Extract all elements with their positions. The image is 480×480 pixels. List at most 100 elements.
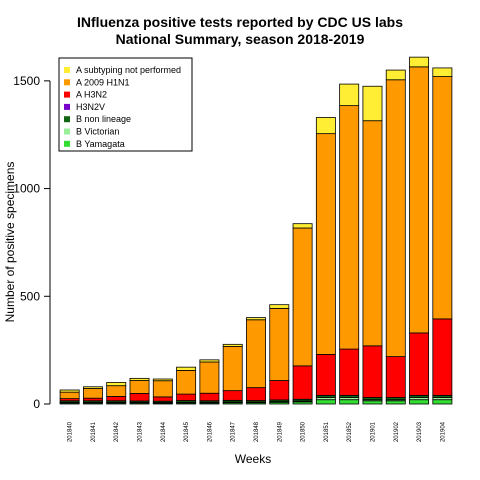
legend-swatch-5 (64, 128, 70, 135)
bar-segment-201903-4 (409, 332, 430, 396)
x-tick-label-201848: 201848 (254, 421, 260, 442)
x-tick-label-201849: 201849 (277, 421, 283, 442)
y-axis-label: Number of positive specimens (3, 162, 17, 323)
bar-segment-201851-6 (315, 117, 336, 135)
legend-swatch-1 (64, 79, 70, 86)
x-tick-label-201851: 201851 (324, 421, 330, 442)
chart-subtitle: National Summary, season 2018-2019 (116, 31, 365, 47)
x-tick-label-201846: 201846 (207, 421, 213, 442)
y-tick-label-1000: 1000 (13, 182, 40, 196)
bar-segment-201850-5 (292, 227, 313, 367)
bar-segment-201903-6 (409, 56, 430, 68)
bar-segment-201847-4 (222, 390, 243, 401)
bar-segment-201903-5 (409, 66, 430, 334)
x-tick-label-201901: 201901 (370, 421, 376, 442)
x-tick-label-201840: 201840 (68, 421, 74, 442)
legend-entry-1: A 2009 H1N1 (76, 77, 130, 87)
bar-segment-201842-6 (106, 382, 127, 387)
bar-segment-201904-4 (432, 318, 453, 396)
x-tick-label-201845: 201845 (184, 421, 190, 442)
bar-segment-201904-6 (432, 67, 453, 77)
bar-segment-201843-4 (129, 393, 150, 402)
bar-segment-201902-5 (385, 79, 406, 357)
bar-segment-201844-5 (152, 380, 173, 398)
legend-entry-0: A subtyping not performed (76, 65, 181, 75)
x-tick-labels: 201840 201841 201842 201843 201844 201845 2018… (68, 421, 447, 442)
bar-segment-201846-5 (199, 361, 220, 394)
bar-segment-201849-6 (269, 304, 290, 309)
bar-segment-201901-5 (362, 120, 383, 347)
chart-title: INfluenza positive tests reported by CDC… (77, 14, 403, 30)
bar-segment-201848-5 (246, 319, 266, 389)
bar-segment-201847-5 (222, 346, 243, 392)
bar-segment-201852-6 (339, 83, 360, 107)
bar-segment-201852-4 (339, 348, 360, 396)
bars-group (59, 56, 453, 405)
legend-swatch-3 (64, 103, 70, 110)
legend-entry-4: B non lineage (76, 114, 131, 124)
legend-entry-2: A H3N2 (76, 90, 107, 100)
legend-swatch-2 (64, 91, 70, 98)
bar-segment-201903-0 (409, 399, 430, 405)
x-tick-label-201844: 201844 (161, 421, 167, 442)
x-tick-label-201902: 201902 (394, 421, 400, 442)
y-tick-label-0: 0 (33, 397, 40, 411)
bar-segment-201904-0 (432, 399, 453, 405)
bar-segment-201840-5 (59, 391, 80, 400)
bar-segment-201851-5 (315, 133, 336, 355)
bar-segment-201843-5 (129, 380, 150, 394)
x-tick-label-201852: 201852 (347, 421, 353, 442)
y-tick-label-1500: 1500 (13, 74, 40, 88)
bar-segment-201842-5 (106, 385, 127, 397)
bar-segment-201851-0 (315, 399, 336, 405)
bar-segment-201852-0 (339, 399, 360, 405)
legend-swatch-6 (64, 140, 70, 147)
x-tick-label-201841: 201841 (91, 421, 97, 442)
y-tick-label-500: 500 (20, 289, 40, 303)
bar-segment-201841-6 (82, 386, 103, 389)
bar-segment-201845-6 (176, 366, 197, 371)
x-axis-label: Weeks (235, 452, 271, 466)
bar-segment-201841-5 (82, 388, 103, 399)
bar-segment-201843-6 (129, 377, 150, 381)
x-tick-label-201903: 201903 (417, 421, 423, 442)
bar-segment-201842-4 (106, 396, 127, 402)
bar-segment-201849-4 (269, 380, 290, 401)
x-tick-label-201842: 201842 (114, 421, 120, 442)
bar-segment-201850-6 (292, 223, 313, 229)
bar-segment-201840-6 (59, 389, 80, 393)
x-tick-label-201843: 201843 (138, 421, 144, 442)
axes-group: 0 500 1000 1500 (13, 74, 51, 411)
legend-swatch-0 (64, 67, 70, 73)
bar-segment-201848-4 (246, 387, 266, 401)
legend: A subtyping not performed A 2009 H1N1 A H3… (58, 57, 193, 152)
bar-segment-201901-6 (362, 85, 383, 122)
bar-segment-201846-6 (199, 359, 220, 363)
bar-segment-201902-0 (385, 400, 406, 405)
bar-segment-201902-6 (385, 69, 406, 81)
legend-swatch-4 (64, 116, 70, 123)
bar-segment-201850-4 (292, 365, 313, 400)
x-tick-label-201904: 201904 (440, 421, 446, 442)
bar-segment-201845-5 (176, 369, 197, 395)
bar-segment-201845-4 (176, 393, 197, 401)
legend-entry-3: H3N2V (76, 102, 105, 112)
bar-segment-201901-4 (362, 345, 383, 398)
bar-segment-201901-0 (362, 400, 383, 405)
bar-segment-201849-5 (269, 307, 290, 381)
bar-segment-201847-6 (222, 343, 243, 347)
legend-entry-6: B Yamagata (76, 139, 125, 149)
bar-segment-201848-6 (246, 317, 266, 321)
x-tick-label-201850: 201850 (301, 421, 307, 442)
bar-segment-201844-4 (152, 396, 173, 402)
legend-entry-5: B Victorian (76, 127, 119, 137)
bar-segment-201902-4 (385, 356, 406, 398)
x-tick-label-201847: 201847 (231, 421, 237, 442)
bar-segment-201844-6 (152, 378, 173, 382)
bar-segment-201904-5 (432, 76, 453, 320)
bar-segment-201852-5 (339, 105, 360, 350)
bar-segment-201846-4 (199, 392, 220, 402)
legend-box (58, 57, 193, 152)
bar-segment-201851-4 (315, 354, 336, 396)
